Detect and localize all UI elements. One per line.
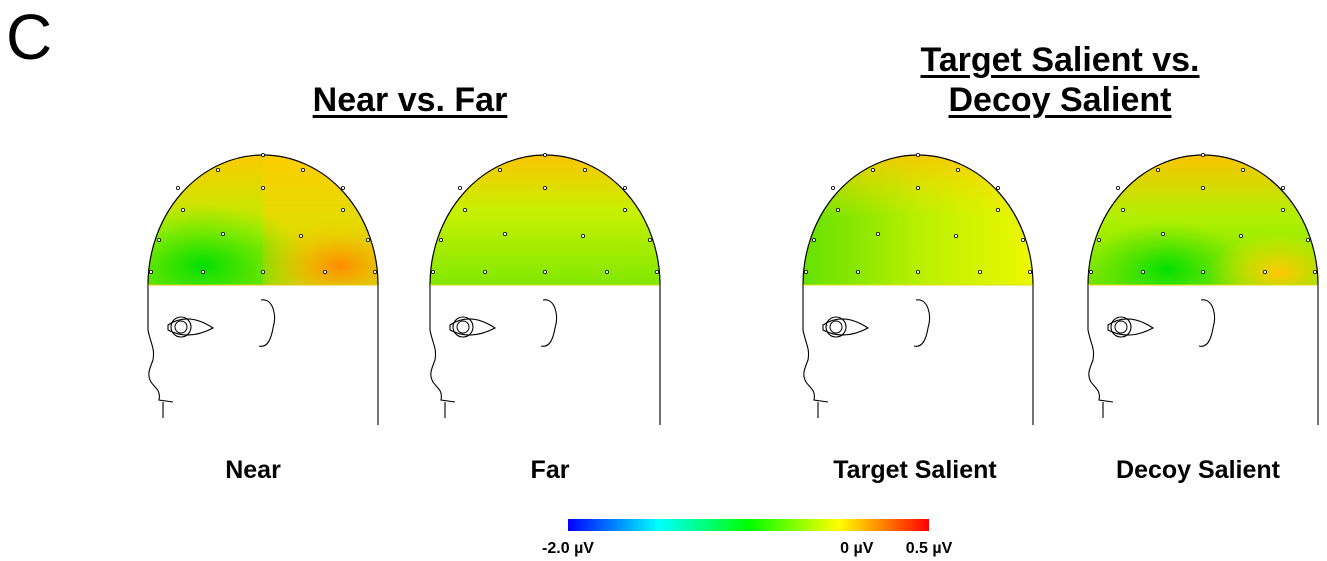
- group-title-line-1: Target Salient vs.: [850, 40, 1270, 80]
- panel-letter: C: [6, 2, 52, 72]
- topomap-target-salient: [798, 150, 1038, 425]
- group-title-target-decoy: Target Salient vs. Decoy Salient: [850, 40, 1270, 120]
- map-label-target-salient: Target Salient: [775, 452, 1055, 488]
- topomap-decoy-salient: [1083, 150, 1323, 425]
- topomap-far: [425, 150, 665, 425]
- topomap-near: [143, 150, 383, 425]
- colorbar-tick-zero: 0 µV: [840, 539, 873, 559]
- group-title-near-far: Near vs. Far: [220, 80, 600, 120]
- colorbar: [568, 519, 929, 531]
- map-label-near: Near: [113, 452, 393, 488]
- map-label-decoy-salient: Decoy Salient: [1058, 452, 1327, 488]
- map-label-far: Far: [410, 452, 690, 488]
- colorbar-tick-min: -2.0 µV: [542, 539, 594, 559]
- colorbar-tick-max: 0.5 µV: [906, 539, 953, 559]
- group-title-line-2: Decoy Salient: [850, 80, 1270, 120]
